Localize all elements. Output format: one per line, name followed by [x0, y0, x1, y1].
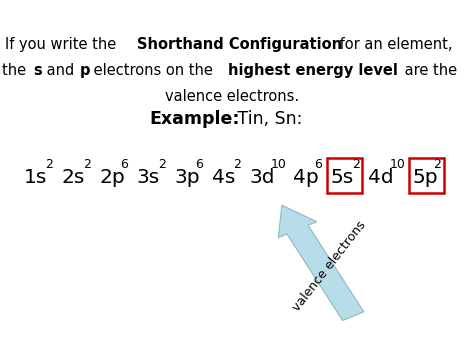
- Text: 4p: 4p: [293, 168, 319, 187]
- Text: s: s: [33, 62, 42, 77]
- Text: electrons on the: electrons on the: [89, 62, 217, 77]
- Text: 4d: 4d: [368, 168, 394, 187]
- Text: Shorthand Configuration: Shorthand Configuration: [137, 37, 342, 51]
- Text: If you write the: If you write the: [6, 37, 121, 51]
- Text: 6: 6: [195, 158, 203, 171]
- Text: 2: 2: [352, 158, 360, 171]
- Text: 2s: 2s: [62, 168, 85, 187]
- Text: 2: 2: [434, 158, 441, 171]
- Text: and: and: [42, 62, 79, 77]
- Text: 5p: 5p: [412, 168, 438, 187]
- Text: 2p: 2p: [99, 168, 125, 187]
- Text: valence electrons: valence electrons: [290, 218, 369, 313]
- Text: 2: 2: [233, 158, 241, 171]
- Text: 3p: 3p: [174, 168, 200, 187]
- Text: 10: 10: [270, 158, 286, 171]
- Text: 2: 2: [46, 158, 53, 171]
- Text: 3s: 3s: [137, 168, 160, 187]
- Text: 3d: 3d: [249, 168, 274, 187]
- Text: 4s: 4s: [211, 168, 235, 187]
- Text: 1s: 1s: [24, 168, 47, 187]
- Text: Example:: Example:: [150, 110, 240, 127]
- Text: 6: 6: [120, 158, 128, 171]
- Text: highest energy level: highest energy level: [228, 62, 398, 77]
- Text: 6: 6: [314, 158, 322, 171]
- Text: 2: 2: [158, 158, 166, 171]
- Text: valence electrons.: valence electrons.: [165, 88, 299, 104]
- Text: Tin, Sn:: Tin, Sn:: [232, 110, 302, 127]
- Text: p: p: [80, 62, 91, 77]
- Text: 5s: 5s: [331, 168, 354, 187]
- Text: the: the: [2, 62, 31, 77]
- Text: are the: are the: [401, 62, 457, 77]
- Text: 2: 2: [83, 158, 91, 171]
- Text: 10: 10: [390, 158, 405, 171]
- Text: for an element,: for an element,: [336, 37, 453, 51]
- Polygon shape: [278, 205, 364, 321]
